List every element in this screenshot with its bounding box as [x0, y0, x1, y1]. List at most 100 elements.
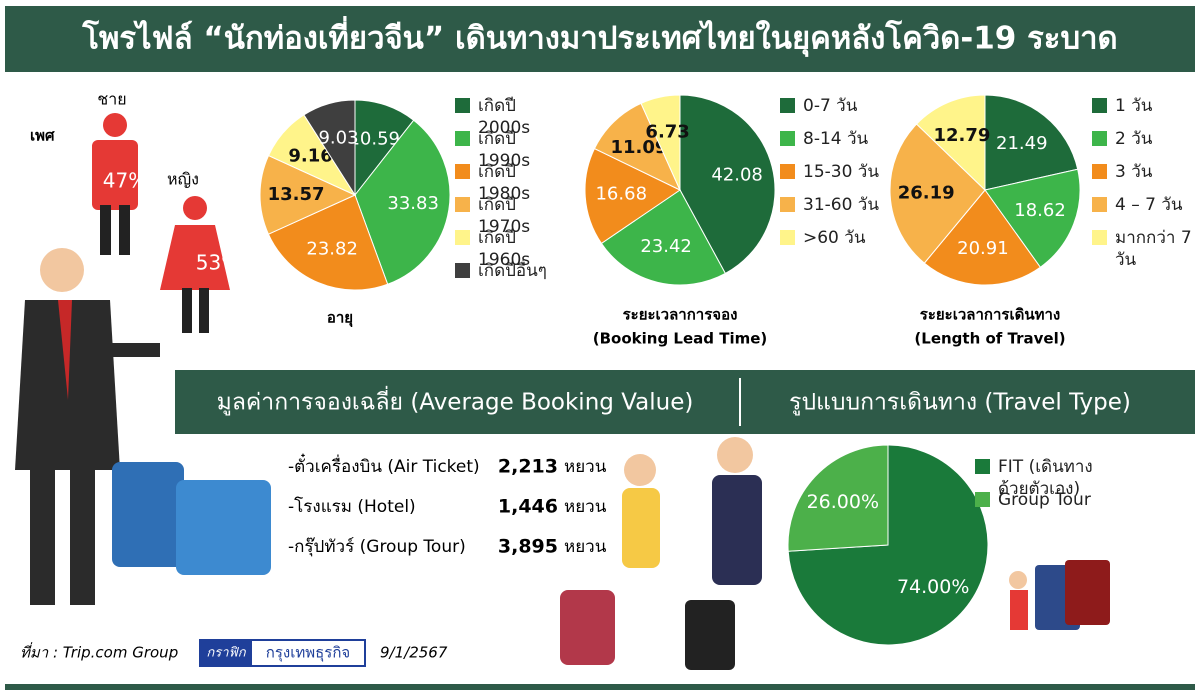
data-label: 21.49: [996, 133, 1048, 154]
chart-title: ระยะเวลาการเดินทาง: [920, 306, 1060, 324]
legend-text: มากกว่า 7 วัน: [1115, 228, 1192, 270]
legend-text: 2 วัน: [1115, 129, 1153, 149]
legend-text: 1 วัน: [1115, 96, 1153, 116]
data-label: 9.03: [318, 127, 358, 148]
booking-value: 3,895: [498, 536, 558, 558]
legend-text: >60 วัน: [803, 228, 866, 248]
data-label: 16.68: [595, 183, 647, 204]
logo-left: กราฟิก: [206, 646, 246, 661]
legend-swatch: [780, 98, 795, 113]
legend-text: 8-14 วัน: [803, 129, 869, 149]
pie-slice: [259, 154, 357, 235]
legend-swatch: [455, 164, 470, 179]
legend-item: >60 วัน: [780, 227, 865, 249]
data-label: 23.82: [306, 238, 358, 259]
legend-text: เกิดปี 1990s: [478, 129, 531, 171]
legend-swatch: [975, 459, 990, 474]
legend-text: 3 วัน: [1115, 162, 1153, 182]
male-share: 47%: [103, 169, 147, 193]
booking-unit: หยวน: [564, 497, 607, 517]
legend-swatch: [1092, 230, 1107, 245]
pie-slice: [584, 147, 681, 245]
legend-text: เกิดปีอื่นๆ: [478, 261, 547, 281]
data-label: 23.42: [640, 236, 692, 257]
section-bar: [175, 370, 1195, 434]
chart-title: ระยะเวลาการจอง: [623, 306, 738, 324]
legend-swatch: [780, 230, 795, 245]
legend-item: เกิดปี 1970s: [455, 194, 573, 238]
legend-swatch: [1092, 131, 1107, 146]
legend-item: เกิดปี 1990s: [455, 128, 573, 172]
legend-text: 0-7 วัน: [803, 96, 858, 116]
chart-title: อายุ: [327, 309, 353, 328]
date: 9/1/2567: [380, 644, 448, 662]
legend-item: 3 วัน: [1092, 161, 1152, 183]
pie-slice: [889, 123, 986, 264]
pie-slice: [984, 94, 1079, 191]
legend-text: เกิดปี 1960s: [478, 228, 531, 270]
booking-value: 2,213: [498, 456, 558, 478]
legend-text: 4 – 7 วัน: [1115, 195, 1183, 215]
legend-swatch: [780, 164, 795, 179]
data-label: 26.19: [898, 182, 955, 203]
businessman: [15, 248, 160, 605]
footer-bar: [5, 684, 1195, 690]
data-label: 20.91: [957, 238, 1009, 259]
legend-swatch: [1092, 98, 1107, 113]
pie-slice: [915, 94, 986, 192]
legend-item: 0-7 วัน: [780, 95, 857, 117]
logo-left-box: [200, 640, 252, 666]
legend-swatch: [1092, 164, 1107, 179]
data-label: 26.00%: [807, 491, 879, 513]
booking-label: -กรุ๊ปทัวร์ (Group Tour): [288, 537, 466, 557]
legend-item: 2 วัน: [1092, 128, 1152, 150]
legend-swatch: [455, 197, 470, 212]
data-label: 42.08: [711, 164, 763, 185]
legend-text: เกิดปี 1970s: [478, 195, 531, 237]
title: โพรไฟล์ “นักท่องเที่ยวจีน” เดินทางมาประเ…: [81, 16, 1117, 58]
legend-item: 15-30 วัน: [780, 161, 879, 183]
legend-item: เกิดปี 2000s: [455, 95, 573, 139]
pie-slice: [600, 189, 727, 286]
data-label: 33.83: [387, 193, 439, 214]
pie-slice: [303, 99, 356, 197]
data-label: 74.00%: [897, 576, 969, 598]
female-share: 53%: [196, 251, 240, 275]
chart-subtitle: (Booking Lead Time): [593, 330, 768, 348]
booking-value: 1,446: [498, 496, 558, 518]
legend-text: เกิดปี 1980s: [478, 162, 531, 204]
male-label: ชาย: [97, 90, 126, 109]
male-icon: [92, 113, 138, 255]
data-label: 9.16: [288, 145, 332, 166]
legend-swatch: [780, 197, 795, 212]
female-label: หญิง: [167, 170, 199, 189]
pie-slice: [679, 94, 776, 275]
travelers: [560, 437, 762, 670]
legend-swatch: [780, 131, 795, 146]
legend-swatch: [1092, 197, 1107, 212]
gender-label: เพศ: [30, 127, 55, 145]
luggage: [112, 462, 271, 575]
booking-unit: หยวน: [564, 537, 607, 557]
female-icon: [160, 196, 230, 333]
passports: [1009, 560, 1110, 630]
header-bar: [5, 6, 1195, 72]
data-label: 6.73: [645, 121, 689, 142]
pie-slice: [984, 168, 1081, 268]
legend-item: 8-14 วัน: [780, 128, 868, 150]
pie-slice: [787, 444, 889, 552]
pie-slice: [923, 189, 1042, 286]
legend-item: มากกว่า 7 วัน: [1092, 227, 1200, 271]
legend-item: 4 – 7 วัน: [1092, 194, 1183, 216]
pie-slice: [593, 102, 682, 192]
booking-label: -โรงแรม (Hotel): [288, 496, 416, 517]
legend-text: เกิดปี 2000s: [478, 96, 531, 138]
pie-slice: [354, 119, 451, 285]
legend-swatch: [455, 98, 470, 113]
legend-text: FIT (เดินทางด้วยตัวเอง): [998, 457, 1093, 499]
legend-item: เกิดปี 1980s: [455, 161, 573, 205]
data-label: 13.57: [268, 184, 325, 205]
data-label: 11.09: [610, 137, 667, 158]
